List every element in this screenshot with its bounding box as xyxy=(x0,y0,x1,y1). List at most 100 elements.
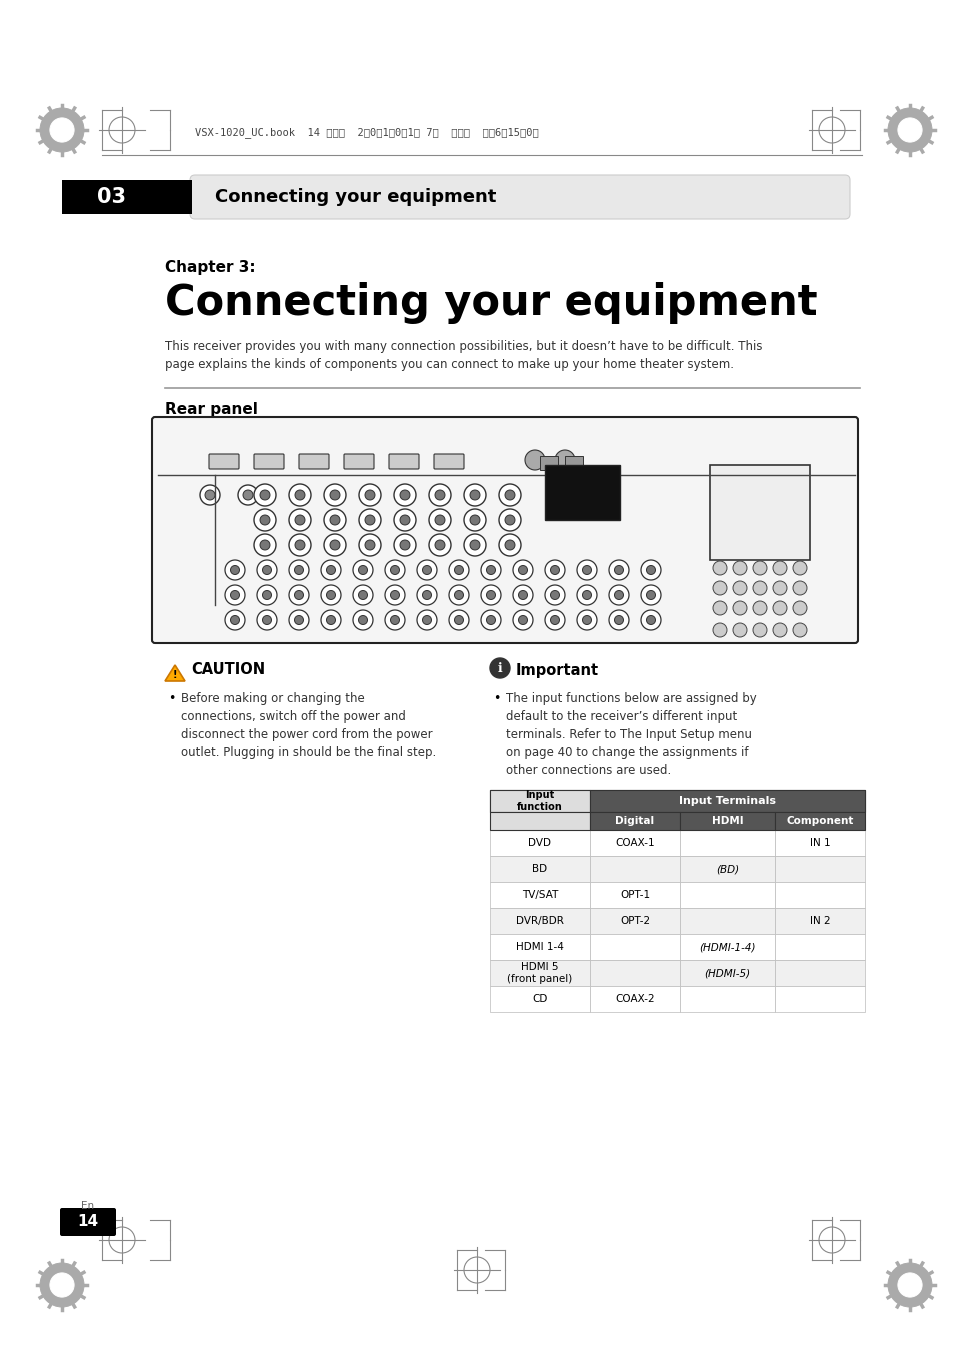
Circle shape xyxy=(772,622,786,637)
Circle shape xyxy=(608,585,628,605)
Circle shape xyxy=(887,108,931,153)
Bar xyxy=(490,882,589,909)
FancyBboxPatch shape xyxy=(344,454,374,468)
Circle shape xyxy=(772,580,786,595)
Circle shape xyxy=(513,560,533,580)
Circle shape xyxy=(504,540,515,549)
Bar xyxy=(679,856,774,882)
Text: TV/SAT: TV/SAT xyxy=(521,890,558,900)
Circle shape xyxy=(40,108,84,153)
FancyBboxPatch shape xyxy=(62,180,192,215)
Circle shape xyxy=(200,485,220,505)
Text: 03: 03 xyxy=(97,188,126,207)
Circle shape xyxy=(518,616,527,625)
Circle shape xyxy=(358,485,380,506)
Circle shape xyxy=(582,616,591,625)
Bar xyxy=(774,830,864,856)
Text: CAUTION: CAUTION xyxy=(191,663,265,678)
Circle shape xyxy=(490,657,510,678)
Text: Input
function: Input function xyxy=(517,790,562,811)
Circle shape xyxy=(577,585,597,605)
Text: Chapter 3:: Chapter 3: xyxy=(165,261,255,275)
Circle shape xyxy=(470,490,479,500)
Text: The input functions below are assigned by
default to the receiver’s different in: The input functions below are assigned b… xyxy=(505,693,756,778)
Circle shape xyxy=(50,117,74,142)
Circle shape xyxy=(470,540,479,549)
Circle shape xyxy=(365,514,375,525)
Circle shape xyxy=(358,535,380,556)
Circle shape xyxy=(449,560,469,580)
Circle shape xyxy=(294,514,305,525)
Circle shape xyxy=(394,485,416,506)
Circle shape xyxy=(732,622,746,637)
Circle shape xyxy=(399,540,410,549)
Text: Input Terminals: Input Terminals xyxy=(679,796,775,806)
Circle shape xyxy=(353,610,373,630)
Text: Before making or changing the
connections, switch off the power and
disconnect t: Before making or changing the connection… xyxy=(181,693,436,759)
Circle shape xyxy=(792,622,806,637)
Circle shape xyxy=(614,590,623,599)
Circle shape xyxy=(772,562,786,575)
Circle shape xyxy=(385,610,405,630)
Bar xyxy=(589,986,679,1012)
Bar xyxy=(589,934,679,960)
Circle shape xyxy=(225,560,245,580)
Circle shape xyxy=(712,601,726,616)
Circle shape xyxy=(289,610,309,630)
Text: DVD: DVD xyxy=(528,838,551,848)
Text: Connecting your equipment: Connecting your equipment xyxy=(165,282,817,324)
Circle shape xyxy=(498,509,520,531)
FancyBboxPatch shape xyxy=(152,417,857,643)
Bar xyxy=(589,882,679,909)
Bar xyxy=(539,456,558,470)
Bar xyxy=(679,830,774,856)
Circle shape xyxy=(582,590,591,599)
Text: •: • xyxy=(168,693,175,705)
Circle shape xyxy=(752,622,766,637)
Circle shape xyxy=(480,560,500,580)
Bar xyxy=(490,790,864,811)
Circle shape xyxy=(225,585,245,605)
Circle shape xyxy=(326,566,335,575)
Circle shape xyxy=(608,560,628,580)
Circle shape xyxy=(353,560,373,580)
Bar xyxy=(709,464,809,560)
Circle shape xyxy=(518,566,527,575)
Circle shape xyxy=(260,490,270,500)
Circle shape xyxy=(358,566,367,575)
Circle shape xyxy=(324,509,346,531)
Circle shape xyxy=(429,485,451,506)
Circle shape xyxy=(752,601,766,616)
Circle shape xyxy=(752,580,766,595)
Circle shape xyxy=(712,622,726,637)
Circle shape xyxy=(289,485,311,506)
Circle shape xyxy=(390,590,399,599)
Circle shape xyxy=(294,616,303,625)
Circle shape xyxy=(253,485,275,506)
Text: COAX-1: COAX-1 xyxy=(615,838,654,848)
Circle shape xyxy=(358,590,367,599)
Bar xyxy=(490,830,589,856)
Circle shape xyxy=(435,514,444,525)
Circle shape xyxy=(262,590,272,599)
Circle shape xyxy=(454,616,463,625)
Bar xyxy=(589,856,679,882)
Text: HDMI 1-4: HDMI 1-4 xyxy=(516,942,563,952)
Circle shape xyxy=(550,590,558,599)
Bar xyxy=(589,811,679,830)
Text: (HDMI-1-4): (HDMI-1-4) xyxy=(699,942,755,952)
Circle shape xyxy=(429,535,451,556)
Circle shape xyxy=(385,585,405,605)
Circle shape xyxy=(416,560,436,580)
Circle shape xyxy=(480,610,500,630)
Bar xyxy=(774,856,864,882)
Circle shape xyxy=(454,566,463,575)
Text: Connecting your equipment: Connecting your equipment xyxy=(214,188,496,207)
Bar xyxy=(490,856,589,882)
Text: OPT-1: OPT-1 xyxy=(619,890,649,900)
Circle shape xyxy=(205,490,214,500)
Circle shape xyxy=(324,485,346,506)
Circle shape xyxy=(50,1273,74,1297)
Bar xyxy=(589,909,679,934)
Circle shape xyxy=(504,514,515,525)
